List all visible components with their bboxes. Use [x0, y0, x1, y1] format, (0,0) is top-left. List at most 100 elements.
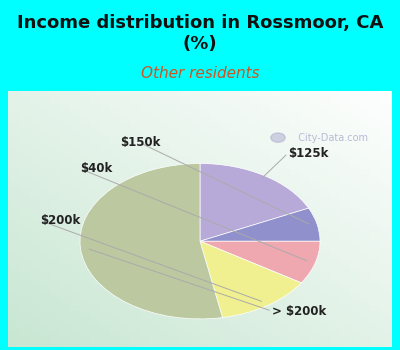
Bar — [220, 304, 230, 311]
Bar — [300, 214, 310, 220]
Bar — [50, 195, 60, 201]
Bar — [210, 175, 220, 182]
Bar — [140, 253, 150, 259]
Bar — [20, 292, 30, 298]
Bar — [50, 98, 60, 104]
Bar — [120, 285, 130, 292]
Bar — [80, 188, 90, 195]
Bar — [50, 246, 60, 253]
Bar — [380, 124, 390, 130]
Bar — [230, 98, 240, 104]
Bar — [360, 182, 370, 188]
Bar — [340, 246, 350, 253]
Bar — [280, 259, 290, 266]
Bar — [290, 104, 300, 111]
Bar — [140, 246, 150, 253]
Bar — [320, 156, 330, 162]
Bar — [260, 162, 270, 169]
Bar — [360, 201, 370, 208]
Bar — [60, 124, 70, 130]
Bar — [20, 246, 30, 253]
Wedge shape — [200, 241, 301, 317]
Bar — [160, 149, 170, 156]
Bar — [200, 111, 210, 117]
Bar — [330, 330, 340, 337]
Bar — [270, 298, 280, 304]
Bar — [150, 175, 160, 182]
Bar — [370, 182, 380, 188]
Bar — [70, 272, 80, 279]
Bar — [310, 143, 320, 149]
Bar — [210, 272, 220, 279]
Bar — [280, 188, 290, 195]
Bar — [0, 330, 10, 337]
Bar — [320, 91, 330, 97]
Bar — [0, 195, 10, 201]
Bar — [140, 272, 150, 279]
Bar — [240, 111, 250, 117]
Bar — [320, 169, 330, 175]
Bar — [50, 285, 60, 292]
Bar — [100, 285, 110, 292]
Bar — [380, 195, 390, 201]
Bar — [280, 136, 290, 143]
Bar — [110, 214, 120, 220]
Bar — [120, 156, 130, 162]
Bar — [70, 182, 80, 188]
Bar — [210, 117, 220, 124]
Bar — [230, 253, 240, 259]
Bar — [160, 201, 170, 208]
Bar — [0, 246, 10, 253]
Bar — [100, 111, 110, 117]
Bar — [30, 201, 40, 208]
Bar — [200, 318, 210, 324]
Bar — [130, 240, 140, 246]
Bar — [180, 304, 190, 311]
Bar — [250, 246, 260, 253]
Bar — [160, 227, 170, 233]
Bar — [220, 324, 230, 330]
Bar — [10, 136, 20, 143]
Bar — [340, 104, 350, 111]
Bar — [380, 214, 390, 220]
Bar — [140, 98, 150, 104]
Bar — [330, 279, 340, 285]
Bar — [260, 246, 270, 253]
Bar — [80, 337, 90, 344]
Bar — [10, 111, 20, 117]
Bar — [340, 337, 350, 344]
Bar — [170, 124, 180, 130]
Bar — [10, 214, 20, 220]
Bar — [90, 136, 100, 143]
Bar — [210, 292, 220, 298]
Bar — [310, 330, 320, 337]
Bar — [220, 253, 230, 259]
Bar — [280, 285, 290, 292]
Bar — [340, 298, 350, 304]
Bar — [370, 318, 380, 324]
Bar — [240, 117, 250, 124]
Bar — [170, 117, 180, 124]
Bar — [60, 298, 70, 304]
Bar — [210, 337, 220, 344]
Bar — [10, 124, 20, 130]
Bar — [110, 298, 120, 304]
Bar — [180, 188, 190, 195]
Bar — [130, 136, 140, 143]
Bar — [100, 136, 110, 143]
Bar — [150, 130, 160, 136]
Bar — [40, 285, 50, 292]
Bar — [220, 279, 230, 285]
Bar — [380, 292, 390, 298]
Bar — [130, 227, 140, 233]
Bar — [170, 304, 180, 311]
Bar — [30, 124, 40, 130]
Bar — [20, 98, 30, 104]
Bar — [100, 156, 110, 162]
Bar — [340, 233, 350, 240]
Bar — [80, 169, 90, 175]
Bar — [350, 220, 360, 227]
Bar — [20, 240, 30, 246]
Bar — [40, 130, 50, 136]
Bar — [80, 266, 90, 272]
